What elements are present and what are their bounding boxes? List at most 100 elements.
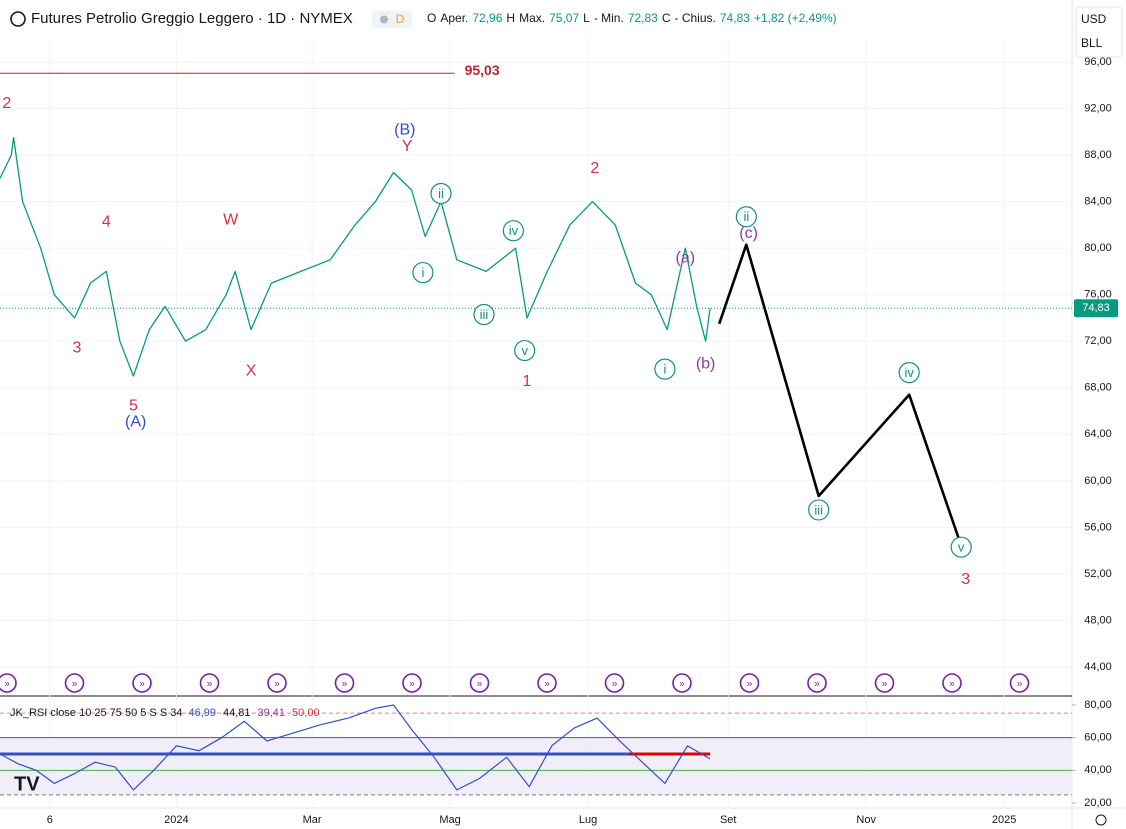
wave-circle xyxy=(898,362,920,384)
y-tick-label: 88,00 xyxy=(1084,149,1112,161)
wave-label: Y xyxy=(402,138,413,155)
rsi-band xyxy=(0,737,1072,795)
currency-box[interactable] xyxy=(1075,6,1123,58)
rsi-line xyxy=(0,704,711,791)
y-tick-label: 56,00 xyxy=(1084,521,1112,533)
wave-label: v xyxy=(521,343,528,358)
rsi-readout: 50,00 xyxy=(292,707,320,719)
wave-label: W xyxy=(223,211,239,228)
event-icon[interactable] xyxy=(807,673,827,693)
ohlc-item: 74,83 xyxy=(720,11,750,25)
y-tick-label: 44,00 xyxy=(1084,661,1112,673)
event-icon[interactable] xyxy=(469,673,490,693)
event-icon[interactable] xyxy=(64,673,85,693)
event-icon[interactable] xyxy=(942,673,962,693)
wave-label: ii xyxy=(438,186,444,201)
event-icon-glyph[interactable]: » xyxy=(139,679,145,690)
event-icon-glyph[interactable]: » xyxy=(612,679,618,690)
x-tick-label: Set xyxy=(720,814,737,826)
y-tick-label: 80,00 xyxy=(1084,242,1112,254)
ohlc-item: +1,82 (+2,49%) xyxy=(754,11,837,25)
event-icon-glyph[interactable]: » xyxy=(544,679,550,690)
wave-label: (B) xyxy=(394,122,415,139)
event-icon[interactable] xyxy=(672,673,692,693)
wave-circle xyxy=(808,499,830,521)
ohlc-readout: O Aper. 72,96 H Max. 75,07 L - Min. 72,83 C - Chiu… xyxy=(427,11,837,25)
rsi-tick-label: 60,00 xyxy=(1084,732,1112,744)
ohlc-item: - Chius. xyxy=(675,11,716,25)
x-tick-label: Mag xyxy=(439,814,460,826)
symbol-icon[interactable] xyxy=(10,11,26,27)
wave-label: ii xyxy=(743,209,749,224)
wave-label: X xyxy=(246,363,257,380)
event-icon[interactable] xyxy=(1009,673,1030,693)
currency[interactable]: USD xyxy=(1081,12,1107,26)
event-icon[interactable] xyxy=(402,673,422,693)
rsi-label: JK_RSI close 10 25 75 50 5 S S 34 xyxy=(10,707,182,719)
y-tick-label: 92,00 xyxy=(1084,102,1112,114)
event-icon-glyph[interactable]: » xyxy=(409,679,415,690)
wave-circle xyxy=(473,303,495,326)
last-price-label: 74,83 xyxy=(1082,302,1110,314)
badge-dot xyxy=(380,15,388,24)
y-tick-label: 64,00 xyxy=(1084,428,1112,440)
wave-circle xyxy=(502,220,524,242)
wave-label: 2 xyxy=(590,160,599,177)
unit[interactable]: BLL xyxy=(1081,36,1103,50)
price-line xyxy=(0,136,711,377)
rsi-readout: 44,81 xyxy=(223,707,251,719)
y-tick-label: 48,00 xyxy=(1084,614,1112,626)
x-tick-label: Nov xyxy=(856,814,876,826)
wave-label: (a) xyxy=(675,250,695,267)
wave-label: 1 xyxy=(523,373,532,390)
event-icon[interactable] xyxy=(199,673,220,693)
event-icon-glyph[interactable]: » xyxy=(814,679,820,690)
event-icon-glyph[interactable]: » xyxy=(274,679,280,690)
ohlc-item: 72,83 xyxy=(628,11,658,25)
event-icon-glyph[interactable]: » xyxy=(342,679,348,690)
wave-label: i xyxy=(421,265,424,280)
wave-circle xyxy=(430,182,452,205)
wave-label: iv xyxy=(904,365,914,380)
wave-label: 3 xyxy=(72,339,81,356)
wave-label: v xyxy=(958,540,965,555)
event-icon-glyph[interactable]: » xyxy=(207,679,213,690)
wave-circle xyxy=(412,261,434,284)
x-tick-label: 2024 xyxy=(164,814,188,826)
x-tick-label: 6 xyxy=(47,814,53,826)
event-icon[interactable] xyxy=(132,673,152,693)
event-icon[interactable] xyxy=(874,673,895,693)
wave-circle xyxy=(514,339,536,362)
event-icon[interactable] xyxy=(739,673,760,693)
event-icon[interactable] xyxy=(537,673,557,693)
event-icon-glyph[interactable]: » xyxy=(4,679,10,690)
event-icon-glyph[interactable]: » xyxy=(949,679,955,690)
wave-label: 3 xyxy=(961,571,970,588)
price-line xyxy=(717,243,961,540)
ohlc-item: 72,96 xyxy=(472,11,502,25)
event-icon-glyph[interactable]: » xyxy=(1017,679,1023,690)
event-icon-glyph[interactable]: » xyxy=(72,679,78,690)
y-tick-label: 96,00 xyxy=(1084,56,1112,68)
badge-box xyxy=(372,11,412,28)
wave-label: iv xyxy=(509,223,519,238)
ohlc-item: H xyxy=(506,11,515,25)
y-tick-label: 52,00 xyxy=(1084,568,1112,580)
event-icon-glyph[interactable]: » xyxy=(477,679,483,690)
settings-icon[interactable] xyxy=(1095,814,1107,826)
ohlc-item: C xyxy=(662,11,671,25)
rsi-tick-label: 20,00 xyxy=(1084,797,1112,809)
event-icon[interactable] xyxy=(267,673,287,693)
ohlc-item: L xyxy=(583,11,590,25)
event-icon[interactable] xyxy=(604,673,625,693)
event-icon-glyph[interactable]: » xyxy=(882,679,888,690)
rsi-tick-label: 80,00 xyxy=(1084,699,1112,711)
chart-title: Futures Petrolio Greggio Leggero · 1D · … xyxy=(31,10,353,27)
event-icon[interactable] xyxy=(0,673,17,693)
x-tick-label: Mar xyxy=(303,814,322,826)
event-icon[interactable] xyxy=(334,673,355,693)
event-icon-glyph[interactable]: » xyxy=(679,679,685,690)
wave-label: (A) xyxy=(125,414,146,431)
wave-label: 4 xyxy=(102,214,111,231)
event-icon-glyph[interactable]: » xyxy=(747,679,753,690)
